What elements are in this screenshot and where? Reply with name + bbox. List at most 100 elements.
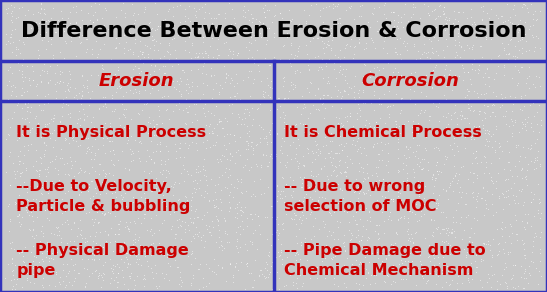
Point bbox=[95, 271, 103, 276]
Point bbox=[451, 38, 460, 43]
Point bbox=[20, 179, 29, 184]
Point bbox=[459, 66, 468, 71]
Point bbox=[263, 275, 272, 280]
Point bbox=[338, 123, 347, 127]
Point bbox=[317, 34, 326, 38]
Point bbox=[516, 168, 525, 173]
Point bbox=[496, 143, 504, 148]
Point bbox=[311, 150, 320, 155]
Point bbox=[64, 28, 73, 33]
Point bbox=[65, 269, 73, 274]
Point bbox=[123, 265, 131, 269]
Point bbox=[110, 201, 119, 206]
Point bbox=[98, 125, 107, 129]
Point bbox=[426, 270, 435, 275]
Point bbox=[409, 250, 418, 254]
Point bbox=[322, 5, 330, 9]
Point bbox=[507, 276, 515, 281]
Point bbox=[468, 189, 477, 194]
Point bbox=[117, 58, 125, 63]
Point bbox=[417, 167, 426, 171]
Point bbox=[268, 239, 277, 243]
Point bbox=[491, 124, 500, 128]
Point bbox=[255, 140, 264, 145]
Point bbox=[123, 124, 132, 129]
Point bbox=[28, 197, 37, 201]
Point bbox=[379, 11, 388, 16]
Point bbox=[259, 94, 267, 99]
Point bbox=[472, 172, 481, 177]
Point bbox=[247, 271, 255, 275]
Point bbox=[184, 16, 193, 21]
Point bbox=[46, 231, 55, 235]
Point bbox=[148, 233, 156, 237]
Point bbox=[187, 252, 195, 257]
Point bbox=[356, 108, 364, 113]
Point bbox=[398, 167, 407, 172]
Point bbox=[247, 240, 256, 244]
Point bbox=[484, 130, 492, 135]
Point bbox=[335, 47, 344, 52]
Point bbox=[316, 65, 325, 69]
Point bbox=[371, 165, 380, 170]
Point bbox=[228, 56, 237, 60]
Point bbox=[389, 184, 398, 188]
Point bbox=[265, 63, 274, 68]
Point bbox=[438, 239, 446, 244]
Point bbox=[261, 135, 270, 140]
Point bbox=[171, 236, 179, 240]
Point bbox=[383, 189, 392, 194]
Point bbox=[280, 116, 288, 120]
Point bbox=[493, 252, 502, 257]
Point bbox=[523, 182, 532, 187]
Point bbox=[8, 20, 16, 25]
Point bbox=[472, 125, 480, 129]
Point bbox=[265, 270, 274, 274]
Point bbox=[408, 235, 417, 240]
Point bbox=[45, 159, 54, 164]
Point bbox=[34, 205, 43, 209]
Point bbox=[147, 265, 155, 270]
Point bbox=[383, 216, 392, 221]
Point bbox=[347, 142, 356, 147]
Point bbox=[101, 181, 109, 186]
Point bbox=[195, 286, 203, 291]
Point bbox=[438, 252, 447, 257]
Point bbox=[472, 149, 480, 154]
Point bbox=[21, 245, 30, 250]
Point bbox=[327, 95, 335, 99]
Point bbox=[189, 236, 198, 240]
Point bbox=[51, 154, 60, 159]
Point bbox=[494, 140, 503, 145]
Point bbox=[108, 93, 117, 98]
Point bbox=[530, 49, 539, 54]
Point bbox=[86, 178, 95, 183]
Point bbox=[241, 107, 249, 112]
Point bbox=[106, 265, 115, 270]
Point bbox=[212, 240, 220, 244]
Point bbox=[90, 31, 98, 35]
Point bbox=[200, 245, 208, 249]
Point bbox=[4, 131, 13, 136]
Point bbox=[97, 66, 106, 70]
Point bbox=[271, 13, 280, 18]
Point bbox=[442, 215, 451, 220]
Point bbox=[74, 170, 83, 174]
Point bbox=[89, 223, 97, 227]
Point bbox=[361, 206, 370, 210]
Point bbox=[172, 87, 181, 92]
Point bbox=[388, 69, 397, 74]
Point bbox=[350, 84, 358, 89]
Point bbox=[208, 225, 217, 229]
Point bbox=[217, 248, 226, 252]
Point bbox=[43, 127, 51, 131]
Point bbox=[307, 197, 316, 202]
Point bbox=[359, 166, 368, 170]
Point bbox=[470, 230, 479, 235]
Point bbox=[154, 129, 163, 134]
Point bbox=[209, 142, 218, 147]
Point bbox=[480, 109, 488, 114]
Point bbox=[279, 19, 288, 24]
Point bbox=[37, 6, 46, 11]
Point bbox=[250, 179, 259, 183]
